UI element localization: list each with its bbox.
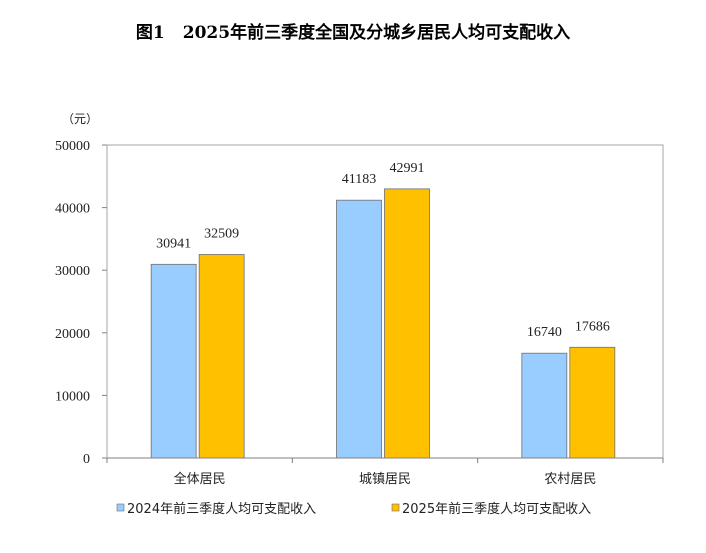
- data-label: 41183: [342, 172, 376, 187]
- bar-2024: [150, 263, 197, 459]
- legend-swatch-2025: [391, 503, 400, 512]
- figure-label: 图1: [135, 23, 165, 43]
- data-label: 17686: [575, 319, 610, 334]
- data-label: 42991: [390, 161, 425, 176]
- y-tick-label: 30000: [55, 264, 90, 279]
- y-tick-label: 0: [83, 452, 90, 467]
- bar-2024: [336, 199, 382, 459]
- y-tick-label: 50000: [55, 139, 90, 154]
- category-label: 城镇居民: [359, 472, 411, 487]
- data-label: 16740: [527, 325, 562, 340]
- chart-title-text: 2025年前三季度全国及分城乡居民人均可支配收入: [182, 23, 571, 43]
- y-tick-label: 20000: [55, 327, 90, 342]
- y-axis-unit-label: （元）: [62, 112, 98, 126]
- bar-2025: [569, 346, 616, 459]
- y-tick-label: 40000: [55, 202, 90, 217]
- bars-group: 30941 32509 41183 42991 16740 17686: [150, 161, 616, 459]
- bar-2025: [198, 254, 245, 459]
- bar-2025: [384, 188, 430, 459]
- y-tick-label: 10000: [55, 389, 90, 404]
- chart-title: 图1 2025年前三季度全国及分城乡居民人均可支配收入: [0, 18, 706, 43]
- category-label: 全体居民: [174, 471, 226, 487]
- data-label: 30941: [156, 236, 191, 251]
- legend-swatch-2024: [116, 503, 125, 512]
- data-label: 32509: [204, 226, 239, 241]
- legend-label-2025: 2025年前三季度人均可支配收入: [402, 501, 591, 517]
- x-axis: 全体居民 城镇居民 农村居民: [106, 457, 664, 487]
- y-axis: 0 10000 20000 30000 40000 50000: [55, 139, 108, 467]
- bar-2024: [521, 352, 568, 459]
- legend-label-2024: 2024年前三季度人均可支配收入: [127, 501, 316, 517]
- category-label: 农村居民: [544, 472, 596, 487]
- legend: 2024年前三季度人均可支配收入 2025年前三季度人均可支配收入: [116, 501, 591, 517]
